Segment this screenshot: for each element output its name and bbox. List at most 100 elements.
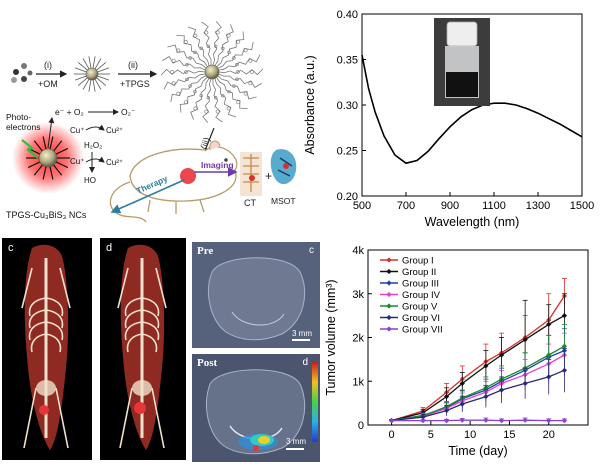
therapy-arrow — [110, 179, 185, 214]
step2-reagent: +TPGS — [120, 79, 150, 89]
legend-label-3: Group III — [402, 279, 439, 290]
post-scale-bar — [286, 448, 304, 450]
post-scale-label: 3 mm — [286, 437, 306, 446]
precursor-dots-icon — [11, 63, 33, 83]
tumor-xtick-label-3: 15 — [503, 429, 515, 441]
point-5-7 — [546, 352, 552, 358]
series-6 — [388, 348, 568, 424]
ho-label: HO — [84, 176, 96, 185]
abs-xtick-label-3: 1100 — [482, 200, 506, 212]
legend-marker-6 — [386, 314, 392, 321]
abs-xlabel: Wavelength (nm) — [425, 215, 520, 229]
cu3bis3-core-icon — [38, 148, 58, 168]
point-6-2 — [443, 407, 450, 414]
msot-thumbnail-icon — [270, 149, 297, 185]
pre-corner-label: c — [309, 245, 314, 256]
mouse-icon — [109, 140, 238, 223]
point-2-4 — [483, 363, 489, 369]
tumor-xtick-label-1: 5 — [428, 429, 434, 441]
abs-xtick-label-0: 500 — [353, 200, 371, 212]
series-5 — [388, 323, 568, 424]
tumor-xtick-label-4: 20 — [543, 429, 555, 441]
point-2-5 — [498, 352, 505, 358]
point-7-6 — [522, 417, 528, 423]
point-6-3 — [459, 401, 465, 407]
legend-marker-4 — [386, 291, 392, 298]
tumor-xtick-label-2: 10 — [464, 429, 476, 441]
point-7-4 — [483, 417, 489, 423]
vial-inset-icon — [434, 18, 490, 106]
ct-thumbnail-icon — [240, 152, 262, 196]
point-7-2 — [443, 418, 450, 424]
step3-label: (iii) — [198, 136, 212, 151]
cu-2plus-2: Cu²⁺ — [106, 158, 123, 167]
tpgs-nanoparticle-icon — [160, 20, 264, 124]
post-label: Post — [197, 357, 218, 369]
absorbance-chart: 500 700 900 1100 1300 1500 0.20 0.25 0.30 0.35 0.4… — [303, 9, 594, 229]
point-2-6 — [522, 337, 528, 343]
pre-scale-bar — [292, 339, 310, 341]
ct-label: CT — [244, 198, 256, 208]
point-6-8 — [561, 367, 568, 373]
series-4 — [388, 332, 568, 424]
ct-image-left: c — [2, 238, 92, 460]
series-line-4 — [391, 354, 565, 422]
point-7-5 — [498, 418, 505, 424]
legend-marker-5 — [386, 303, 392, 309]
tumor-site-icon — [180, 168, 196, 184]
abs-ytick-label-1: 0.25 — [337, 146, 358, 158]
point-7-0 — [388, 418, 395, 424]
step2-label: (ii) — [128, 60, 138, 70]
tumor-xtick-label-0: 0 — [389, 429, 395, 441]
h2o2-label: H₂O₂ — [84, 141, 102, 150]
cu-cycle-arrow-1 — [85, 124, 105, 131]
series-line-5 — [391, 345, 565, 422]
legend-marker-1 — [386, 257, 392, 263]
absorbance-curve — [361, 54, 583, 165]
legend-marker-3 — [386, 280, 392, 286]
abs-xtick-label-4: 1300 — [526, 200, 550, 212]
point-7-3 — [459, 417, 465, 423]
msot-post-image: Post d 3 mm — [192, 354, 320, 462]
tumor-ytick-label-3: 3k — [352, 289, 364, 301]
photoelectrons-label: Photo-electrons — [6, 112, 41, 132]
legend-label-5: Group V — [402, 302, 438, 313]
abs-ytick-label-0: 0.20 — [337, 191, 358, 203]
tumor-volume-chart: 0 5 10 15 20 0 1k 2k 3k 4k Time (day) Tumor volume … — [324, 245, 589, 458]
step1-label: (i) — [44, 60, 52, 70]
tumor-ytick-label-4: 4k — [352, 245, 364, 257]
pre-label: Pre — [197, 245, 214, 257]
msot-pre-image: Pre c 3 mm — [192, 242, 320, 348]
point-7-1 — [420, 418, 426, 424]
point-6-6 — [522, 380, 528, 387]
abs-ytick-label-2: 0.30 — [337, 100, 358, 112]
step1-reagent: +OM — [38, 79, 58, 89]
tumor-ytick-label-2: 2k — [352, 333, 364, 345]
tumor-ytick-label-0: 0 — [358, 420, 364, 432]
synthesis-schematic: (i) +OM (ii) +TPGS (iii) Photo-electrons… — [6, 20, 297, 223]
plus-label: + — [265, 169, 272, 183]
tumor-ylabel: Tumor volume (mm³) — [324, 279, 338, 395]
point-6-5 — [498, 387, 505, 393]
colorbar — [312, 362, 318, 442]
reaction-o2: e⁻ + O₂ — [55, 107, 84, 117]
legend-label-7: Group VII — [402, 325, 443, 336]
abs-ylabel: Absorbance (a.u.) — [303, 55, 317, 154]
ct-label-d: d — [106, 242, 113, 254]
cu-2plus-1: Cu²⁺ — [106, 126, 123, 135]
ct-label-c: c — [8, 242, 14, 254]
point-2-7 — [546, 321, 552, 327]
point-5-8 — [561, 343, 568, 349]
ct-mouse-right-icon — [117, 244, 167, 450]
abs-ytick-label-3: 0.35 — [337, 55, 358, 67]
nc-label: TPGS-Cu₃BiS₃ NCs — [6, 210, 87, 220]
series-7 — [388, 417, 568, 424]
tumor-ytick-label-1: 1k — [352, 376, 364, 388]
legend-label-6: Group VI — [402, 313, 440, 324]
ct-image-right: d — [100, 238, 186, 460]
cu-cycle-arrow-2 — [85, 156, 105, 163]
legend-label-2: Group II — [402, 267, 436, 278]
legend-label-4: Group IV — [402, 290, 441, 301]
tumor-xlabel: Time (day) — [448, 444, 507, 458]
